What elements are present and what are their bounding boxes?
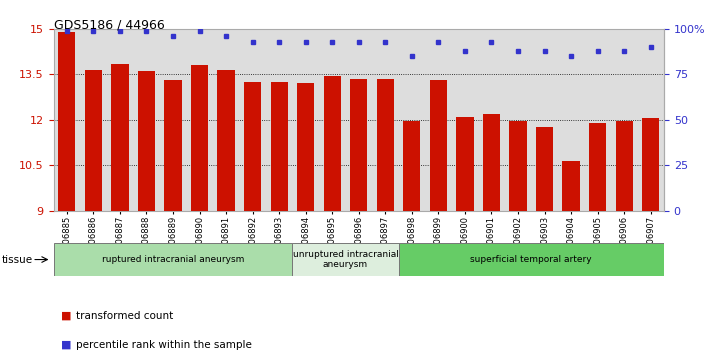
Text: ■: ■ xyxy=(61,340,71,350)
Bar xyxy=(323,76,341,211)
Bar xyxy=(191,65,208,211)
Text: percentile rank within the sample: percentile rank within the sample xyxy=(76,340,252,350)
Bar xyxy=(218,70,235,211)
Bar xyxy=(59,32,76,211)
Bar xyxy=(563,160,580,211)
Bar xyxy=(483,114,500,211)
Bar xyxy=(403,121,421,211)
Bar xyxy=(589,123,606,211)
Bar xyxy=(138,72,155,211)
Bar xyxy=(642,118,659,211)
Text: transformed count: transformed count xyxy=(76,311,174,321)
Bar xyxy=(164,81,181,211)
Bar xyxy=(350,79,368,211)
Bar xyxy=(54,243,293,276)
Text: GDS5186 / 44966: GDS5186 / 44966 xyxy=(54,18,164,31)
Bar xyxy=(297,83,314,211)
Text: ruptured intracranial aneurysm: ruptured intracranial aneurysm xyxy=(102,255,244,264)
Bar xyxy=(615,121,633,211)
Text: ■: ■ xyxy=(61,311,71,321)
Bar xyxy=(456,117,473,211)
Text: unruptured intracranial
aneurysm: unruptured intracranial aneurysm xyxy=(293,250,398,269)
Bar xyxy=(293,243,398,276)
Bar xyxy=(509,121,527,211)
Text: tissue: tissue xyxy=(2,254,34,265)
Bar xyxy=(111,64,129,211)
Bar xyxy=(430,81,447,211)
Text: superficial temporal artery: superficial temporal artery xyxy=(471,255,592,264)
Bar xyxy=(85,70,102,211)
Bar xyxy=(271,82,288,211)
Bar xyxy=(536,127,553,211)
Bar xyxy=(377,79,394,211)
Bar xyxy=(244,82,261,211)
Bar xyxy=(398,243,664,276)
